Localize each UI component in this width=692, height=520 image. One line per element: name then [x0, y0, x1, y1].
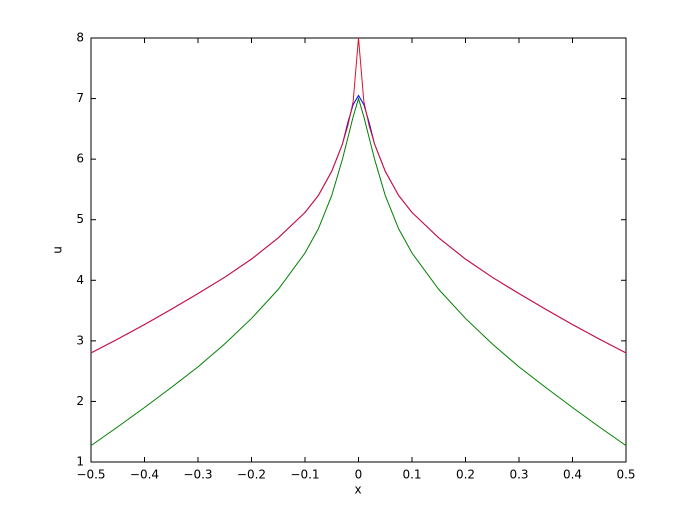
x-tick-label: 0 — [355, 468, 363, 482]
y-tick-label: 4 — [76, 273, 84, 287]
data-line — [90, 37, 627, 354]
x-tick-label: 0.2 — [456, 468, 475, 482]
y-tick-label: 6 — [76, 152, 84, 166]
y-tick-label: 7 — [76, 91, 84, 105]
x-tick-label: 0.1 — [402, 468, 421, 482]
y-tick-label: 8 — [76, 31, 84, 45]
x-tick-label: −0.2 — [237, 468, 266, 482]
x-tick-label: 0.3 — [509, 468, 528, 482]
data-line — [90, 96, 627, 447]
data-line — [90, 94, 627, 354]
y-tick-label: 1 — [76, 455, 84, 469]
y-tick-label: 2 — [76, 394, 84, 408]
y-tick-label: 5 — [76, 212, 84, 226]
y-axis-label: u — [51, 246, 65, 254]
x-tick-label: −0.4 — [130, 468, 159, 482]
x-axis-label: x — [354, 483, 361, 497]
x-tick-label: 0.5 — [616, 468, 635, 482]
y-tick-label: 3 — [76, 333, 84, 347]
axes-box — [90, 37, 627, 463]
x-tick-label: −0.1 — [290, 468, 319, 482]
x-tick-label: −0.3 — [183, 468, 212, 482]
x-tick-label: −0.5 — [76, 468, 105, 482]
x-tick-label: 0.4 — [563, 468, 582, 482]
